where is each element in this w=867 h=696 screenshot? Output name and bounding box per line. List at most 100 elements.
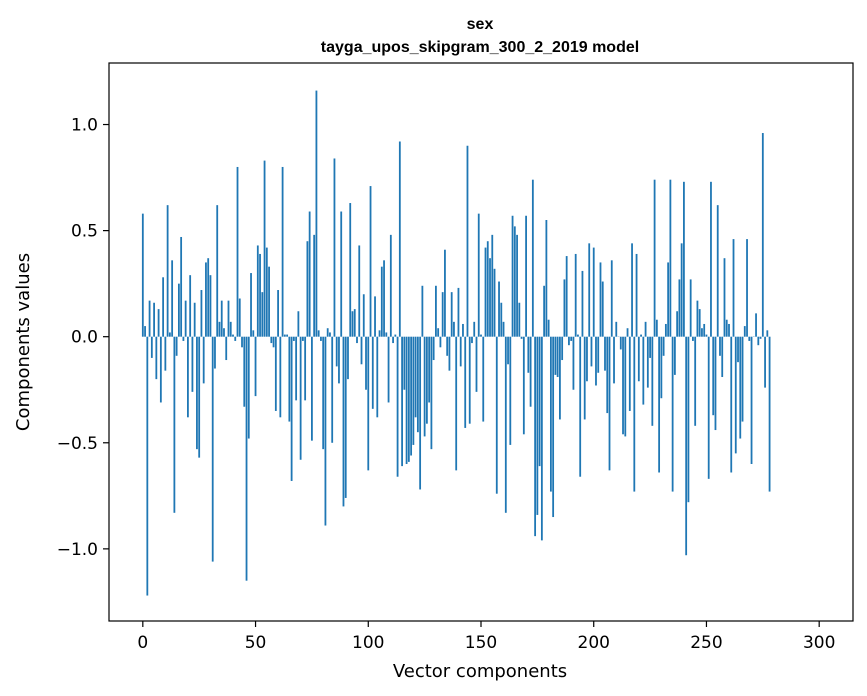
bar-61 xyxy=(279,336,282,418)
bar-213 xyxy=(622,336,624,435)
x-tick-label: 200 xyxy=(578,633,610,653)
bar-99 xyxy=(365,336,367,390)
bar-217 xyxy=(631,243,633,337)
bar-198 xyxy=(588,243,591,337)
bar-185 xyxy=(559,336,561,420)
y-tick-label: 0.0 xyxy=(71,328,98,348)
bar-68 xyxy=(295,336,298,401)
bar-278 xyxy=(768,336,771,492)
bar-59 xyxy=(274,336,277,411)
bar-140 xyxy=(457,287,460,337)
bar-191 xyxy=(572,336,575,390)
bar-180 xyxy=(547,319,550,337)
bar-28 xyxy=(205,262,207,337)
bar-262 xyxy=(732,239,735,337)
bar-86 xyxy=(335,336,338,367)
bar-38 xyxy=(227,300,230,337)
bar-63 xyxy=(283,334,286,337)
bar-247 xyxy=(698,309,701,337)
x-tick-label: 100 xyxy=(352,633,384,653)
bar-190 xyxy=(570,336,573,341)
bar-79 xyxy=(320,336,322,341)
bar-35 xyxy=(220,300,223,337)
bar-42 xyxy=(236,166,239,337)
bar-141 xyxy=(459,336,462,367)
bar-3 xyxy=(148,300,151,337)
bar-202 xyxy=(597,336,600,373)
bar-272 xyxy=(755,313,757,337)
bar-76 xyxy=(313,234,316,337)
bar-142 xyxy=(462,323,464,337)
bar-208 xyxy=(610,260,613,337)
bar-115 xyxy=(401,336,403,467)
x-tick-label: 50 xyxy=(245,633,267,653)
bar-82 xyxy=(326,328,329,337)
bar-240 xyxy=(683,181,685,337)
bar-11 xyxy=(166,205,169,337)
bar-209 xyxy=(613,336,615,384)
bar-70 xyxy=(299,336,302,460)
bar-216 xyxy=(628,336,631,411)
plot-frame xyxy=(108,62,854,622)
bar-64 xyxy=(286,334,289,337)
bar-229 xyxy=(658,336,661,473)
bar-17 xyxy=(180,236,183,337)
bar-252 xyxy=(710,181,712,337)
bar-111 xyxy=(392,336,394,344)
y-tick-label: 1.0 xyxy=(71,116,98,136)
bar-14 xyxy=(173,336,176,513)
bar-131 xyxy=(437,328,440,337)
bar-156 xyxy=(493,268,496,337)
bar-129 xyxy=(432,336,435,361)
bar-161 xyxy=(504,336,507,513)
bar-251 xyxy=(707,336,710,479)
bar-84 xyxy=(331,336,334,443)
bar-58 xyxy=(272,336,275,348)
bar-75 xyxy=(311,336,313,441)
bar-10 xyxy=(164,336,167,371)
bar-204 xyxy=(601,281,604,337)
bar-172 xyxy=(529,336,532,407)
bar-266 xyxy=(741,336,744,422)
bar-95 xyxy=(356,336,358,344)
bar-83 xyxy=(329,332,331,337)
bar-21 xyxy=(189,275,192,337)
bar-104 xyxy=(376,336,379,418)
bar-137 xyxy=(450,292,453,337)
y-axis-label: Components values xyxy=(13,253,34,431)
bar-234 xyxy=(669,179,672,337)
bar-73 xyxy=(306,241,309,337)
bar-270 xyxy=(750,336,753,464)
bar-144 xyxy=(466,145,469,337)
bar-258 xyxy=(723,258,726,337)
bar-60 xyxy=(277,290,279,337)
bar-269 xyxy=(748,336,751,341)
bar-226 xyxy=(651,336,654,426)
bar-147 xyxy=(473,321,476,337)
x-tick-label: 150 xyxy=(465,633,497,653)
bar-120 xyxy=(412,336,415,445)
bar-1 xyxy=(144,326,146,337)
bar-274 xyxy=(759,336,762,339)
bar-210 xyxy=(615,321,618,337)
bar-241 xyxy=(685,336,688,556)
bar-162 xyxy=(507,336,509,365)
bar-139 xyxy=(455,336,458,471)
bar-255 xyxy=(716,205,719,337)
x-axis-label: Vector components xyxy=(393,661,567,682)
bar-164 xyxy=(511,215,514,337)
bar-56 xyxy=(268,266,270,337)
bar-218 xyxy=(633,336,636,492)
y-tick-label: −1.0 xyxy=(57,540,98,560)
x-tick-label: 300 xyxy=(803,633,835,653)
bar-257 xyxy=(721,336,724,378)
bar-74 xyxy=(308,211,311,337)
bar-54 xyxy=(263,160,266,337)
bar-178 xyxy=(543,285,546,337)
bar-145 xyxy=(468,336,471,424)
bar-121 xyxy=(414,336,417,418)
bar-132 xyxy=(439,336,442,348)
bar-243 xyxy=(689,279,692,337)
bar-228 xyxy=(655,319,658,337)
bar-43 xyxy=(238,298,241,337)
